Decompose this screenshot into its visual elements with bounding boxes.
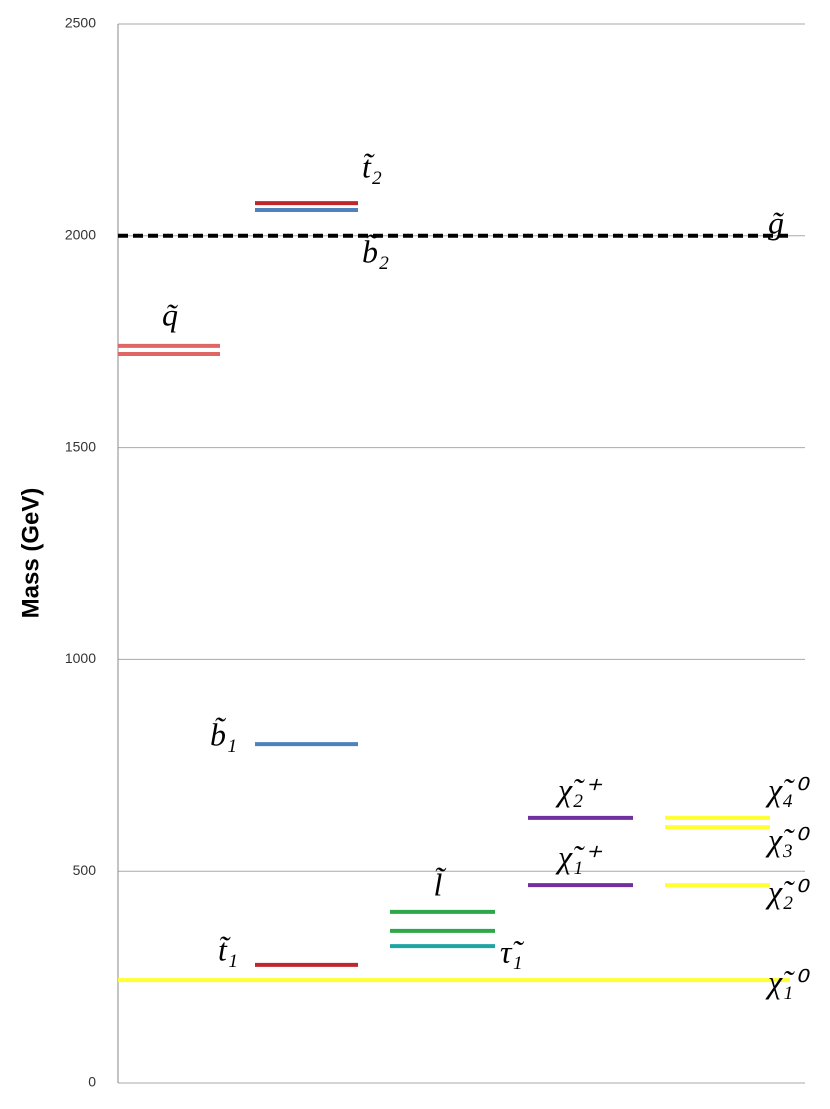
y-tick-label: 1500 bbox=[65, 438, 96, 454]
level-label: χ̃₄⁰ bbox=[765, 771, 810, 807]
level-label: g̃ bbox=[768, 204, 784, 240]
y-tick-label: 2500 bbox=[65, 15, 96, 31]
level-label: q̃ bbox=[162, 296, 178, 332]
y-tick-label: 1000 bbox=[65, 650, 96, 666]
level-label: t̃₂ bbox=[362, 148, 382, 184]
level-label: t̃₁ bbox=[218, 931, 238, 967]
y-axis-label: Mass (GeV) bbox=[17, 488, 44, 619]
y-tick-label: 2000 bbox=[65, 227, 96, 243]
level-label: l̃ bbox=[434, 866, 447, 902]
level-label: χ̃₁⁰ bbox=[765, 963, 810, 999]
level-label: χ̃₃⁰ bbox=[765, 821, 810, 857]
y-tick-label: 0 bbox=[88, 1074, 96, 1090]
level-label: χ̃₂⁺ bbox=[555, 771, 602, 807]
level-label: b̃₂ bbox=[362, 233, 389, 269]
level-label: τ̃₁ bbox=[500, 933, 524, 969]
level-label: χ̃₁⁺ bbox=[555, 838, 602, 874]
y-tick-label: 500 bbox=[73, 862, 97, 878]
level-label: b̃₁ bbox=[210, 716, 237, 752]
level-label: χ̃₂⁰ bbox=[765, 873, 810, 909]
